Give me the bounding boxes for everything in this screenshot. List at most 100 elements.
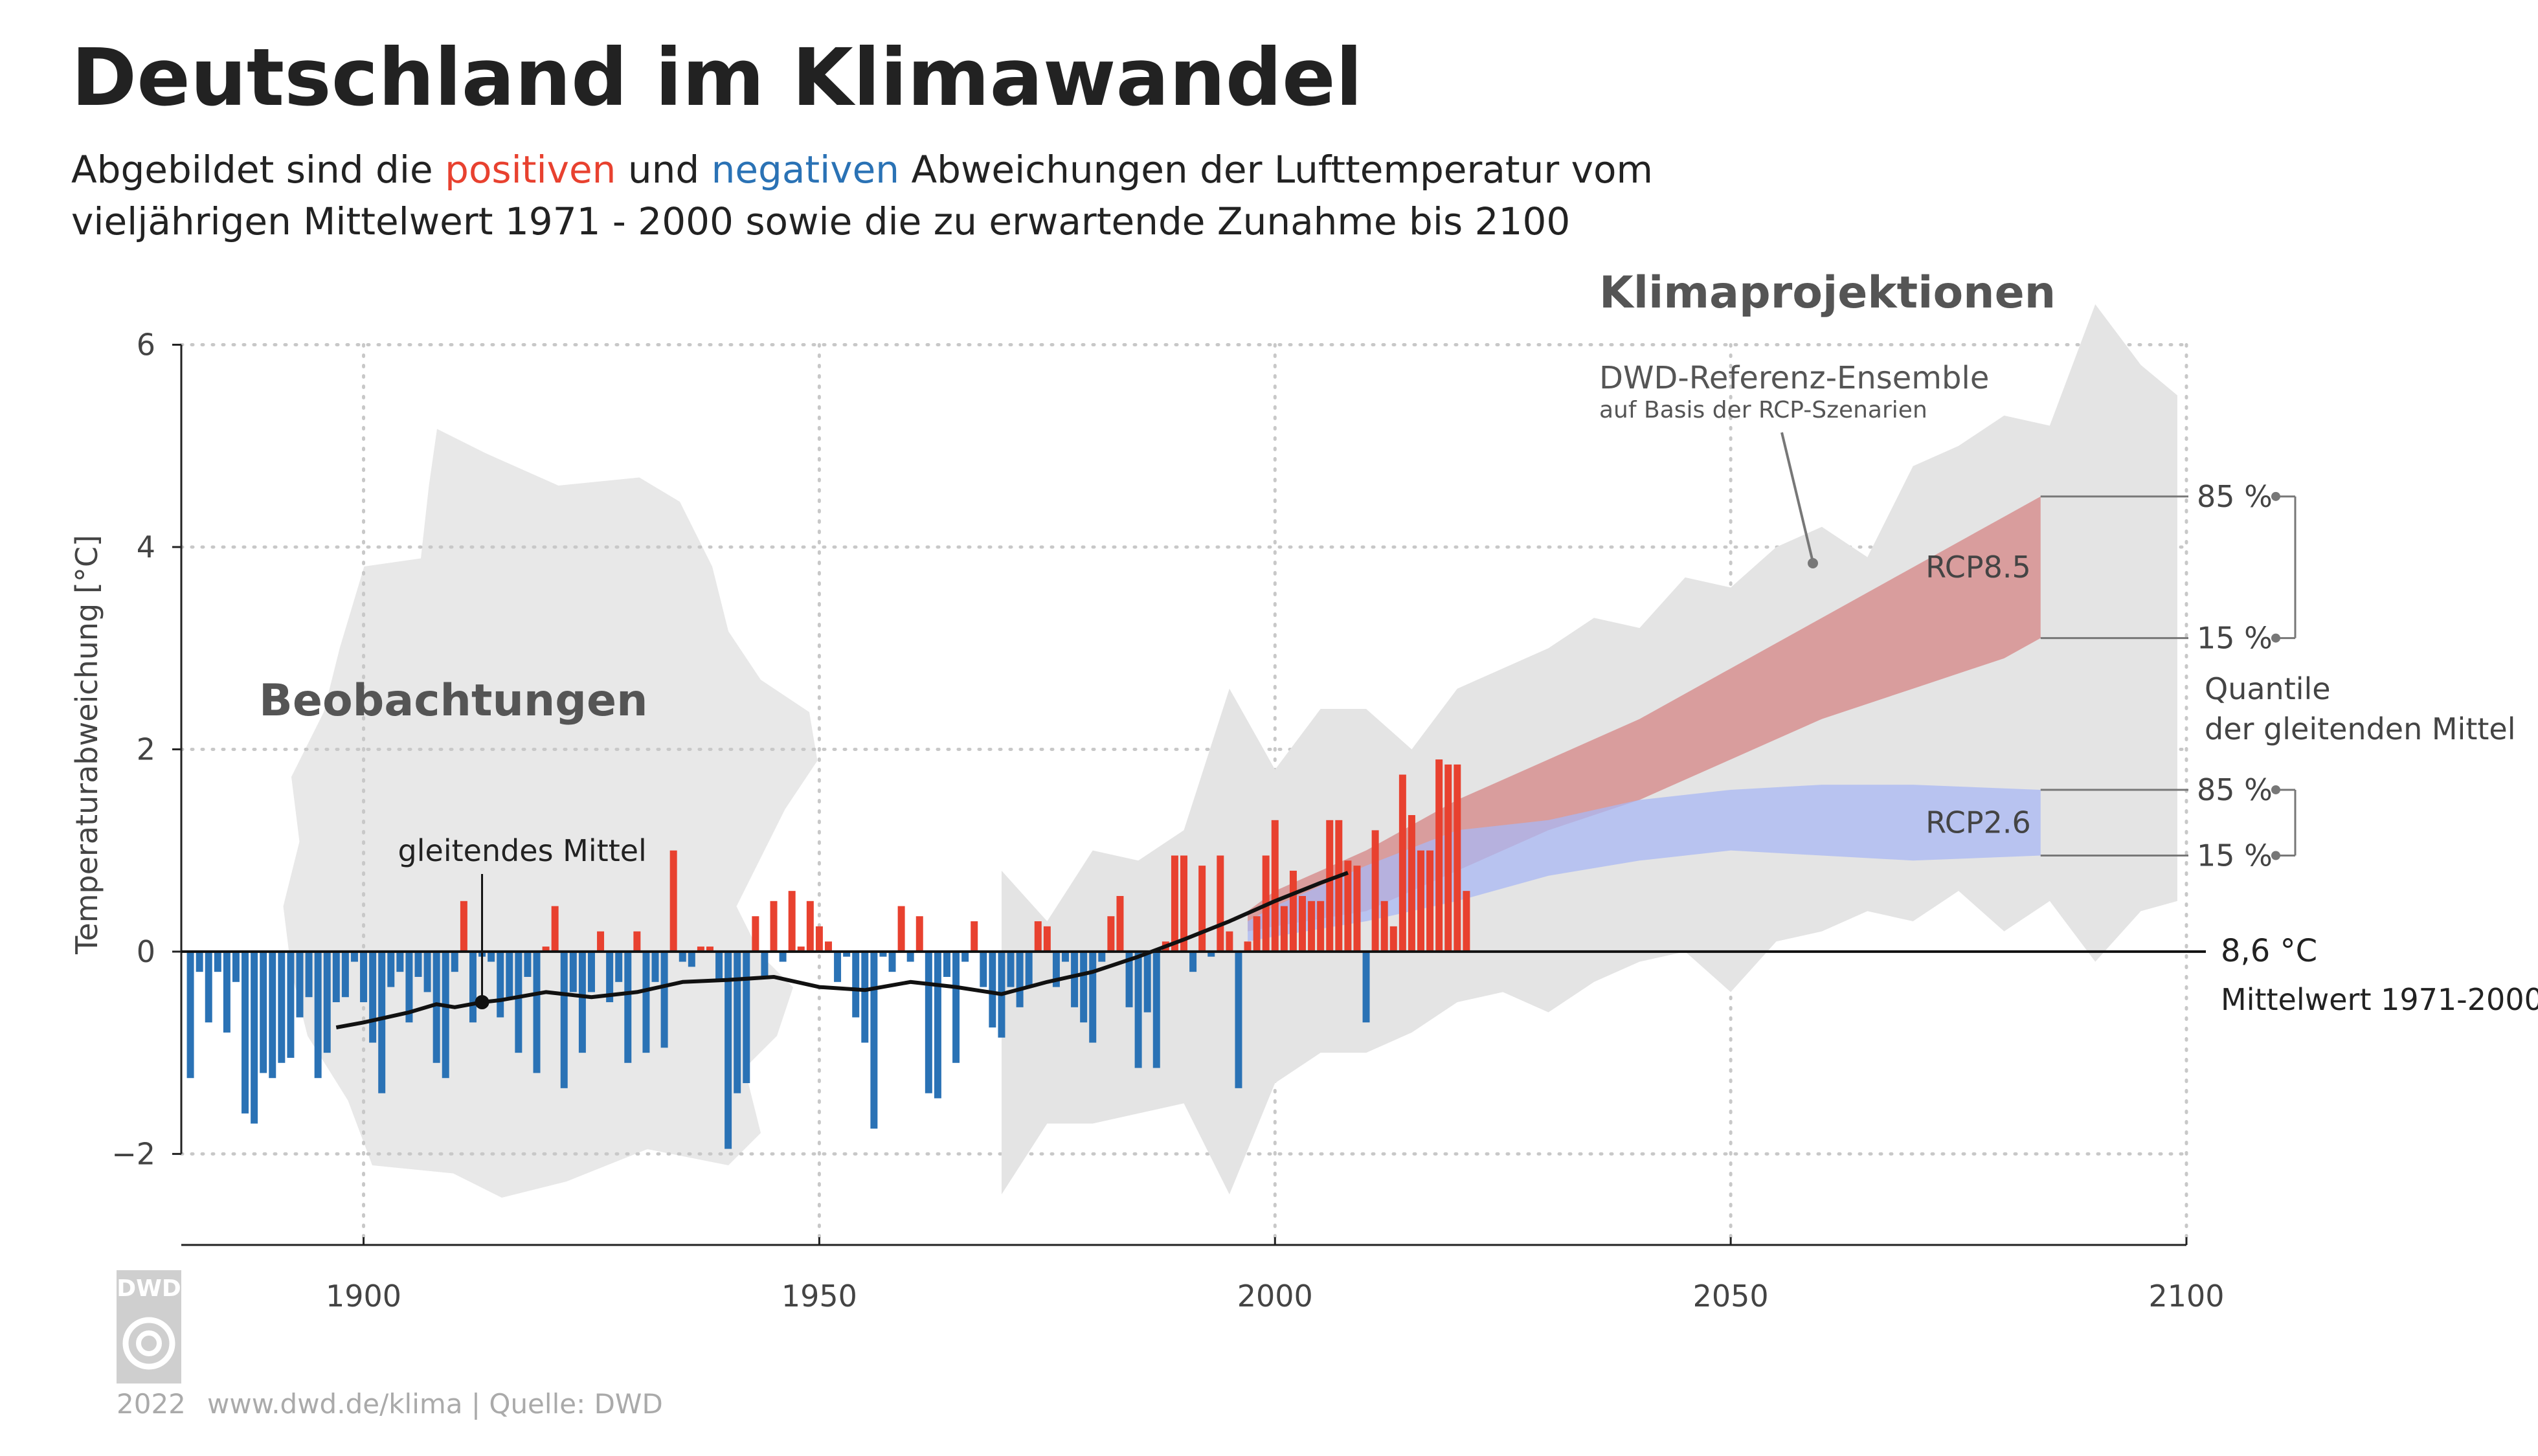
baseline-label: 8,6 °C xyxy=(2221,933,2317,969)
scenario-label: RCP8.5 xyxy=(1926,550,2031,585)
bar xyxy=(915,916,923,952)
subtitle-part: Abgebildet sind die xyxy=(71,148,445,192)
bar xyxy=(597,931,605,952)
bar xyxy=(1043,926,1051,952)
bar xyxy=(533,951,541,1073)
logo-text: DWD xyxy=(117,1275,181,1302)
bar xyxy=(214,951,221,972)
bar xyxy=(834,951,842,982)
bar xyxy=(587,951,595,992)
bar xyxy=(1435,759,1443,952)
bar xyxy=(1280,906,1288,952)
bar xyxy=(843,951,851,957)
y-tick-label: −2 xyxy=(111,1136,155,1171)
bar xyxy=(989,951,996,1028)
bar xyxy=(1271,820,1279,952)
bar xyxy=(943,951,950,977)
bar xyxy=(1353,866,1361,952)
subtitle-part: und xyxy=(616,148,711,192)
footer-source: www.dwd.de/klima | Quelle: DWD xyxy=(207,1388,663,1420)
logo-swirl xyxy=(122,1317,175,1370)
bar xyxy=(314,951,322,1079)
bar xyxy=(186,951,194,1079)
x-tick-label: 2050 xyxy=(1693,1279,1769,1314)
bar xyxy=(414,951,422,977)
bar xyxy=(323,951,331,1053)
bar xyxy=(642,951,650,1053)
bar xyxy=(432,951,440,1063)
bar xyxy=(515,951,522,1053)
y-axis-label: Temperaturabweichung [°C] xyxy=(69,535,104,955)
bar xyxy=(1171,855,1178,952)
moving-average xyxy=(335,871,1349,1030)
bar xyxy=(724,951,732,1149)
bar xyxy=(350,951,358,962)
section-label: Beobachtungen xyxy=(259,675,647,726)
bar xyxy=(1235,951,1242,1088)
ensemble-note: auf Basis der RCP-Szenarien xyxy=(1599,397,1927,423)
bar xyxy=(1143,951,1151,1013)
quantile-label: 15 % xyxy=(2197,621,2273,656)
bar xyxy=(378,951,386,1093)
bar xyxy=(1317,901,1325,952)
bar xyxy=(1062,951,1069,962)
logo-swirl xyxy=(136,1330,162,1356)
bar xyxy=(423,951,431,992)
bar xyxy=(852,951,860,1018)
subtitle: Abgebildet sind die positiven und negati… xyxy=(71,148,1653,192)
bar xyxy=(743,951,750,1084)
bar xyxy=(506,951,513,998)
bar xyxy=(897,906,905,952)
subtitle-part: negativen xyxy=(712,148,899,192)
bar xyxy=(788,891,796,952)
bar xyxy=(1417,850,1424,952)
bar xyxy=(888,951,896,972)
bar xyxy=(1052,951,1060,987)
bar xyxy=(679,951,686,962)
bar xyxy=(305,951,313,998)
bar xyxy=(1244,941,1252,952)
bar xyxy=(1125,951,1133,1007)
bar xyxy=(542,946,550,952)
bar xyxy=(1344,860,1352,952)
bar xyxy=(651,951,659,982)
quantile-label: 85 % xyxy=(2197,479,2273,514)
moving-average-label: gleitendes Mittel xyxy=(398,833,647,868)
bar xyxy=(1198,866,1206,952)
y-tick-label: 0 xyxy=(137,934,155,969)
quantile-label: 15 % xyxy=(2197,838,2273,873)
bar xyxy=(1180,855,1187,952)
bar xyxy=(706,946,713,952)
subtitle-part: Abweichungen der Lufttemperatur vom xyxy=(899,148,1653,192)
bar xyxy=(196,951,203,972)
bar xyxy=(387,951,395,987)
bar xyxy=(761,951,769,977)
bar xyxy=(241,951,249,1114)
quantile-label: 85 % xyxy=(2197,772,2273,807)
bar xyxy=(296,951,304,1018)
x-tick-label: 1950 xyxy=(781,1279,857,1314)
bar xyxy=(797,946,805,952)
bar xyxy=(1444,764,1452,952)
bar xyxy=(715,951,723,982)
bar xyxy=(870,951,878,1129)
bar xyxy=(497,951,504,1018)
bar xyxy=(405,951,413,1023)
bar xyxy=(806,901,814,952)
bar xyxy=(961,951,969,962)
x-tick-label: 2000 xyxy=(1237,1279,1313,1314)
bar xyxy=(1463,891,1470,952)
bar xyxy=(287,951,295,1058)
bar xyxy=(1025,951,1033,987)
x-tick-label: 1900 xyxy=(326,1279,401,1314)
bar xyxy=(469,951,477,1023)
bar xyxy=(1389,926,1397,952)
y-tick-label: 4 xyxy=(137,530,155,565)
bar xyxy=(934,951,941,1099)
bar xyxy=(578,951,586,1053)
bar xyxy=(697,946,704,952)
bar xyxy=(451,951,458,972)
bar xyxy=(824,941,832,952)
chart-title: Deutschland im Klimawandel xyxy=(71,32,1363,124)
bar xyxy=(952,951,960,1063)
